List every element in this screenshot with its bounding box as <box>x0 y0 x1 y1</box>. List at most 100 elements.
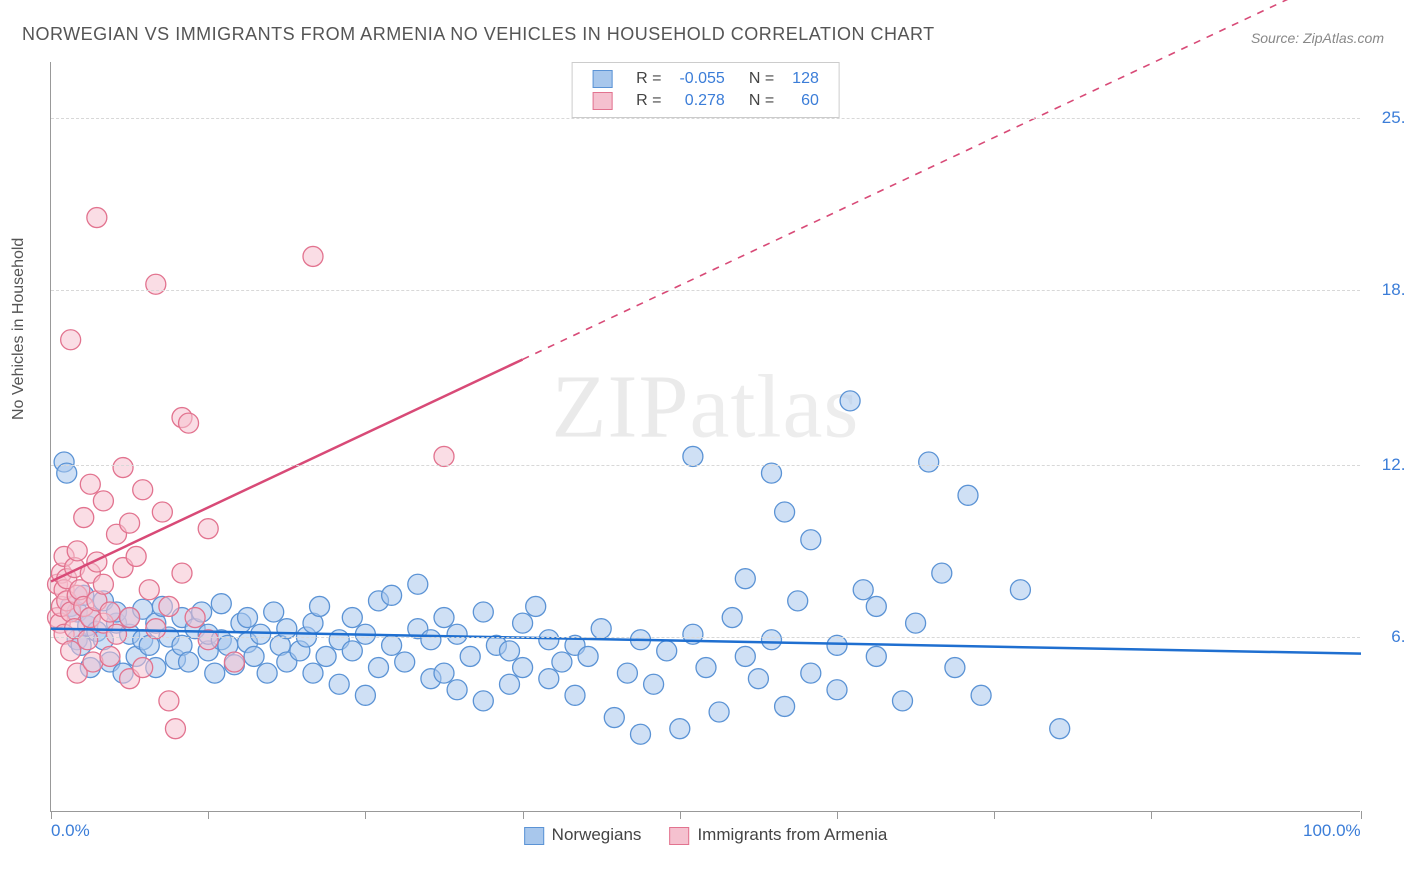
series-legend: Norwegians Immigrants from Armenia <box>524 825 888 845</box>
data-point <box>919 452 939 472</box>
legend-item-armenia: Immigrants from Armenia <box>669 825 887 845</box>
x-tick <box>523 811 524 819</box>
data-point <box>827 635 847 655</box>
correlation-legend: R = -0.055 N = 128 R = 0.278 N = 60 <box>571 62 840 118</box>
data-point <box>945 658 965 678</box>
data-point <box>591 619 611 639</box>
data-point <box>329 674 349 694</box>
y-tick-label: 12.5% <box>1370 455 1406 475</box>
data-point <box>421 630 441 650</box>
data-point <box>238 608 258 628</box>
x-tick <box>1151 811 1152 819</box>
data-point <box>958 485 978 505</box>
data-point <box>853 580 873 600</box>
data-point <box>78 630 98 650</box>
chart-title: NORWEGIAN VS IMMIGRANTS FROM ARMENIA NO … <box>22 24 935 45</box>
data-point <box>932 563 952 583</box>
x-tick <box>837 811 838 819</box>
legend-item-norwegians: Norwegians <box>524 825 642 845</box>
swatch-icon <box>669 827 689 845</box>
data-point <box>500 674 520 694</box>
data-point <box>113 458 133 478</box>
data-point <box>644 674 664 694</box>
data-point <box>57 463 77 483</box>
swatch-icon <box>592 92 612 110</box>
data-point <box>447 624 467 644</box>
data-point <box>179 652 199 672</box>
data-point <box>211 594 231 614</box>
data-point <box>801 663 821 683</box>
data-point <box>257 663 277 683</box>
data-point <box>100 646 120 666</box>
data-point <box>67 541 87 561</box>
x-tick-label: 0.0% <box>51 821 90 841</box>
data-point <box>1010 580 1030 600</box>
data-point <box>775 502 795 522</box>
x-tick <box>994 811 995 819</box>
data-point <box>473 691 493 711</box>
data-point <box>500 641 520 661</box>
data-point <box>382 585 402 605</box>
gridline <box>51 290 1360 291</box>
data-point <box>447 680 467 700</box>
data-point <box>152 502 172 522</box>
y-axis-label: No Vehicles in Household <box>10 238 28 420</box>
data-point <box>434 663 454 683</box>
data-point <box>126 546 146 566</box>
data-point <box>133 480 153 500</box>
data-point <box>146 274 166 294</box>
data-point <box>100 602 120 622</box>
data-point <box>303 246 323 266</box>
data-point <box>513 658 533 678</box>
data-point <box>224 652 244 672</box>
data-point <box>735 646 755 666</box>
x-tick <box>1361 811 1362 819</box>
data-point <box>722 608 742 628</box>
data-point <box>709 702 729 722</box>
data-point <box>840 391 860 411</box>
data-point <box>657 641 677 661</box>
data-point <box>578 646 598 666</box>
data-point <box>61 641 81 661</box>
data-point <box>107 624 127 644</box>
data-point <box>316 646 336 666</box>
data-point <box>146 619 166 639</box>
data-point <box>342 641 362 661</box>
gridline <box>51 637 1360 638</box>
data-point <box>264 602 284 622</box>
chart-canvas <box>51 62 1360 811</box>
data-point <box>87 208 107 228</box>
plot-area: ZIPatlas R = -0.055 N = 128 R = 0.278 N … <box>50 62 1360 812</box>
x-tick <box>51 811 52 819</box>
x-tick-label: 100.0% <box>1303 821 1361 841</box>
data-point <box>159 691 179 711</box>
data-point <box>303 663 323 683</box>
data-point <box>827 680 847 700</box>
data-point <box>735 569 755 589</box>
data-point <box>139 580 159 600</box>
data-point <box>513 613 533 633</box>
data-point <box>552 652 572 672</box>
data-point <box>133 658 153 678</box>
data-point <box>906 613 926 633</box>
source-attribution: Source: ZipAtlas.com <box>1251 30 1384 46</box>
data-point <box>198 519 218 539</box>
data-point <box>539 669 559 689</box>
data-point <box>565 685 585 705</box>
legend-row-norwegians: R = -0.055 N = 128 <box>584 69 827 89</box>
data-point <box>185 608 205 628</box>
data-point <box>617 663 637 683</box>
data-point <box>61 330 81 350</box>
data-point <box>159 596 179 616</box>
data-point <box>762 630 782 650</box>
data-point <box>631 724 651 744</box>
data-point <box>971 685 991 705</box>
data-point <box>120 608 140 628</box>
data-point <box>1050 719 1070 739</box>
data-point <box>93 574 113 594</box>
data-point <box>683 446 703 466</box>
data-point <box>434 446 454 466</box>
data-point <box>801 530 821 550</box>
data-point <box>165 719 185 739</box>
data-point <box>395 652 415 672</box>
